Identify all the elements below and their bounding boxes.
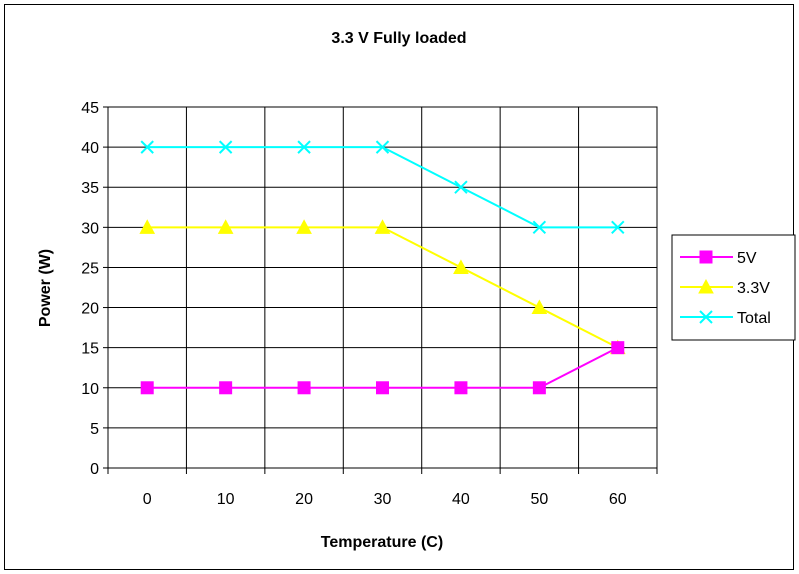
x-tick-label: 30 [374,491,392,508]
y-axis: 0 5 10 15 20 25 30 35 40 45 [81,100,108,478]
data-point [611,220,625,235]
y-tick-label: 30 [81,220,99,237]
x-tick-label: 0 [143,491,152,508]
x-tick-label: 10 [217,491,235,508]
data-point [219,381,233,395]
data-point [374,219,391,234]
legend-label: Total [737,310,771,327]
y-tick-label: 15 [81,341,99,358]
data-point [532,381,546,395]
series-5v [140,341,625,395]
data-point [297,381,311,395]
x-tick-label: 60 [609,491,627,508]
data-point [531,299,548,315]
data-point [140,381,154,395]
legend-label: 3.3V [737,280,770,297]
x-axis: 0 10 20 30 40 50 60 [107,468,658,508]
y-tick-label: 0 [90,461,99,478]
x-tick-label: 50 [530,491,548,508]
gridlines [108,106,657,468]
data-point [296,219,312,234]
data-point [375,140,390,154]
data-point [454,180,468,194]
data-point [139,219,156,234]
series-3-3v [139,219,626,355]
legend-marker [699,310,713,324]
legend: 5V 3.3V Total [671,234,796,341]
legend-marker [698,278,714,294]
legend-item: 5V [680,250,757,267]
data-point [453,259,469,274]
data-point [454,381,468,395]
y-tick-label: 5 [90,421,99,438]
series-line [147,226,619,349]
series-total [140,140,625,235]
series-layer [139,140,626,395]
data-point [217,219,234,234]
x-axis-title: Temperature (C) [321,534,443,551]
data-point [297,140,311,154]
y-tick-label: 10 [81,381,99,398]
legend-marker [699,250,713,264]
data-point [532,220,547,235]
chart-frame [4,4,794,570]
data-point [140,140,154,154]
legend-label: 5V [737,250,757,267]
y-tick-label: 25 [81,260,99,277]
legend-item: Total [680,310,771,327]
y-tick-label: 45 [81,100,99,117]
x-tick-label: 20 [295,491,313,508]
chart-title: 3.3 V Fully loaded [331,30,466,47]
x-tick-label: 40 [452,491,470,508]
data-point [611,341,625,355]
data-point [218,140,233,154]
y-tick-label: 40 [81,140,99,157]
y-axis-title: Power (W) [37,249,54,327]
plot-area [107,106,658,469]
legend-item: 3.3V [680,278,770,297]
data-point [376,381,389,395]
y-tick-label: 35 [81,180,99,197]
y-tick-label: 20 [81,301,99,318]
